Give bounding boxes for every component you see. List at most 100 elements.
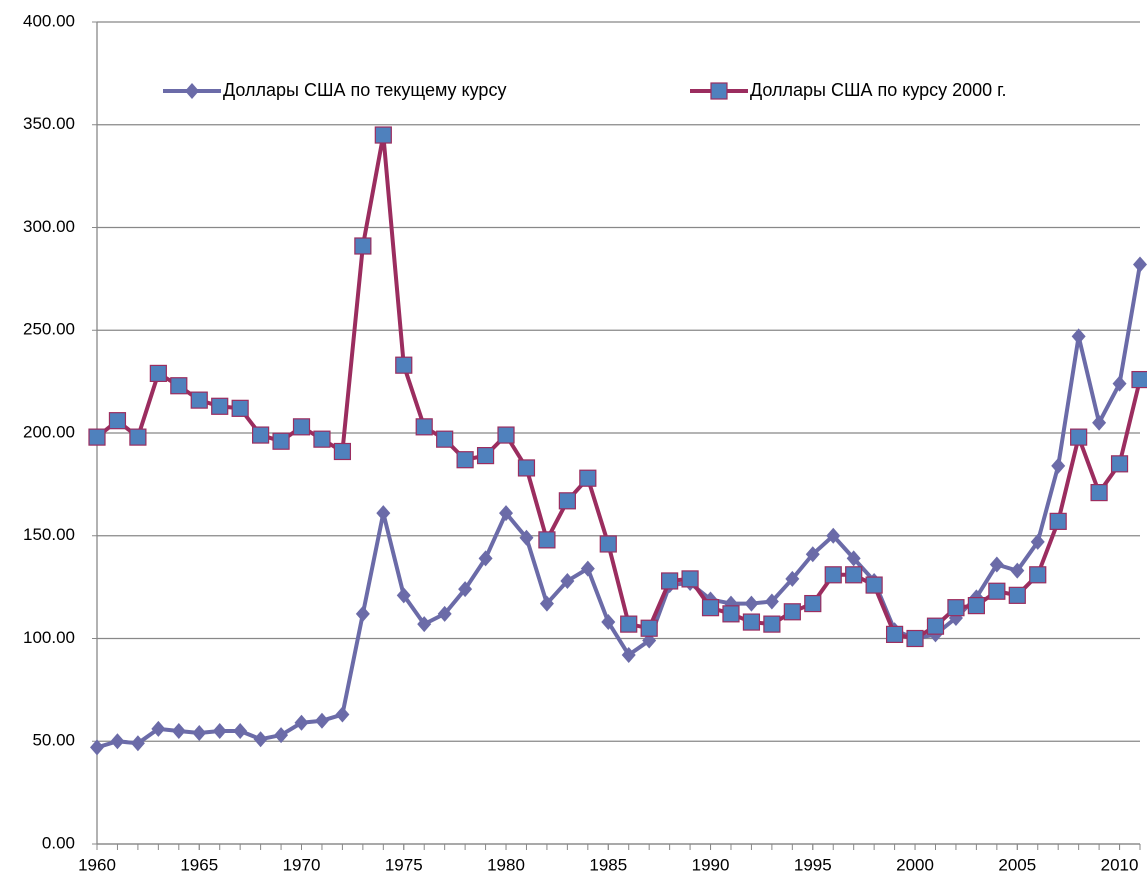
square-marker xyxy=(1029,566,1047,584)
diamond-marker xyxy=(846,550,861,567)
diamond-marker xyxy=(274,727,289,744)
square-marker xyxy=(558,492,576,510)
square-marker xyxy=(620,615,638,633)
diamond-marker xyxy=(560,572,575,589)
diamond-marker xyxy=(744,595,759,612)
diamond-marker xyxy=(151,720,166,737)
diamond-marker xyxy=(130,735,145,752)
square-marker xyxy=(681,570,699,588)
diamond-marker xyxy=(785,570,800,587)
x-tick-label: 1965 xyxy=(180,855,218,874)
square-marker xyxy=(599,535,617,553)
diamond-marker xyxy=(171,722,186,739)
square-marker xyxy=(804,594,822,613)
y-tick-label: 250.00 xyxy=(23,320,75,339)
square-marker xyxy=(1090,483,1108,502)
diamond-marker xyxy=(1092,414,1107,431)
square-marker xyxy=(824,566,842,584)
square-marker xyxy=(1131,370,1147,389)
square-marker xyxy=(1110,455,1129,473)
square-marker xyxy=(947,599,965,617)
square-marker xyxy=(313,430,331,448)
series-line xyxy=(95,133,1142,641)
diamond-marker xyxy=(826,527,841,544)
series-line xyxy=(96,264,1142,750)
square-marker xyxy=(354,237,372,255)
square-marker xyxy=(722,605,740,623)
square-marker xyxy=(497,426,515,444)
diamond-marker xyxy=(539,595,554,612)
square-marker xyxy=(865,576,883,594)
square-marker xyxy=(292,418,311,436)
diamond-marker xyxy=(1010,562,1025,579)
square-marker xyxy=(88,428,106,446)
diamond-marker xyxy=(499,505,514,522)
diamond-marker xyxy=(335,706,350,723)
diamond-marker xyxy=(233,722,248,739)
diamond-marker xyxy=(294,714,309,731)
x-tick-label: 1980 xyxy=(487,855,525,874)
x-tick-label: 2000 xyxy=(896,855,934,874)
square-marker xyxy=(988,582,1006,600)
diamond-marker xyxy=(185,83,199,99)
diamond-marker xyxy=(1112,375,1127,392)
diamond-marker xyxy=(1071,328,1086,345)
diamond-marker xyxy=(253,731,268,748)
diamond-marker xyxy=(90,739,104,756)
diamond-marker xyxy=(376,505,391,522)
legend-label: Доллары США по курсу 2000 г. xyxy=(750,80,1007,100)
diamond-marker xyxy=(355,605,370,622)
square-marker xyxy=(231,399,249,417)
square-marker xyxy=(149,364,167,383)
square-marker xyxy=(1049,512,1067,530)
diamond-marker xyxy=(580,560,595,577)
diamond-marker xyxy=(805,546,820,563)
legend-label: Доллары США по текущему курсу xyxy=(223,80,506,100)
diamond-marker xyxy=(212,722,227,739)
y-tick-label: 200.00 xyxy=(23,422,75,441)
square-marker xyxy=(661,572,679,590)
square-marker xyxy=(333,442,352,461)
diamond-marker xyxy=(437,605,452,622)
x-tick-label: 2005 xyxy=(998,855,1036,874)
square-marker xyxy=(763,615,781,633)
square-marker xyxy=(906,629,924,648)
square-marker xyxy=(579,469,597,487)
diamond-marker xyxy=(458,581,473,598)
square-marker xyxy=(1070,428,1088,446)
square-marker xyxy=(190,391,208,409)
square-marker xyxy=(967,597,985,615)
diamond-marker xyxy=(764,593,779,610)
y-tick-label: 150.00 xyxy=(23,525,75,544)
square-marker xyxy=(476,447,495,465)
x-tick-label: 1970 xyxy=(283,855,321,874)
x-tick-label: 1990 xyxy=(692,855,730,874)
square-marker xyxy=(783,603,801,621)
diamond-marker xyxy=(621,646,636,663)
diamond-marker xyxy=(519,529,534,546)
square-marker xyxy=(415,418,433,436)
square-marker xyxy=(701,599,720,617)
diamond-marker xyxy=(478,550,493,567)
x-tick-label: 1960 xyxy=(78,855,116,874)
diamond-marker xyxy=(110,733,125,750)
x-tick-label: 1995 xyxy=(794,855,832,874)
square-marker xyxy=(211,397,229,415)
y-tick-label: 0.00 xyxy=(42,833,75,852)
square-marker xyxy=(538,531,556,549)
x-tick-label: 1975 xyxy=(385,855,423,874)
square-marker xyxy=(395,356,413,374)
diamond-marker xyxy=(1051,457,1066,474)
square-marker xyxy=(885,625,904,643)
square-marker xyxy=(252,426,270,444)
square-marker xyxy=(710,82,728,100)
diamond-marker xyxy=(314,712,329,729)
square-marker xyxy=(374,126,392,144)
diamond-marker xyxy=(396,587,411,604)
square-marker xyxy=(108,412,127,430)
diamond-marker xyxy=(417,616,432,633)
square-marker xyxy=(640,619,658,637)
diamond-marker xyxy=(192,725,207,742)
